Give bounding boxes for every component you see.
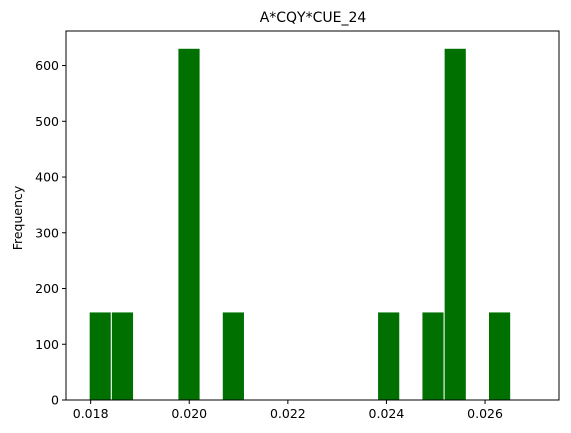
histogram-bar — [221, 311, 245, 401]
y-axis-label: Frequency — [10, 185, 25, 250]
bars-group — [88, 47, 512, 401]
histogram-bar — [443, 47, 467, 401]
x-axis: 0.018 0.020 0.022 0.024 0.026 — [73, 400, 503, 421]
y-axis: 0 100 200 300 400 500 600 — [35, 58, 66, 408]
y-tick-label: 0 — [51, 393, 59, 408]
y-tick-label: 500 — [35, 114, 59, 129]
y-tick-label: 600 — [35, 58, 59, 73]
histogram-bar — [488, 311, 512, 401]
y-tick-label: 200 — [35, 281, 59, 296]
histogram-bar — [377, 311, 401, 401]
x-tick-label: 0.026 — [467, 406, 503, 421]
y-tick-label: 300 — [35, 225, 59, 240]
y-tick-label: 100 — [35, 337, 59, 352]
histogram-bar — [110, 311, 135, 401]
x-tick-label: 0.018 — [73, 406, 109, 421]
histogram-bar — [88, 311, 112, 401]
y-tick-label: 400 — [35, 170, 59, 185]
histogram-bar — [421, 311, 445, 401]
x-tick-label: 0.022 — [270, 406, 306, 421]
chart-title: A*CQY*CUE_24 — [260, 10, 367, 26]
histogram-bar — [177, 47, 201, 401]
x-tick-label: 0.024 — [369, 406, 405, 421]
plot-frame — [65, 30, 560, 401]
x-tick-label: 0.020 — [171, 406, 207, 421]
